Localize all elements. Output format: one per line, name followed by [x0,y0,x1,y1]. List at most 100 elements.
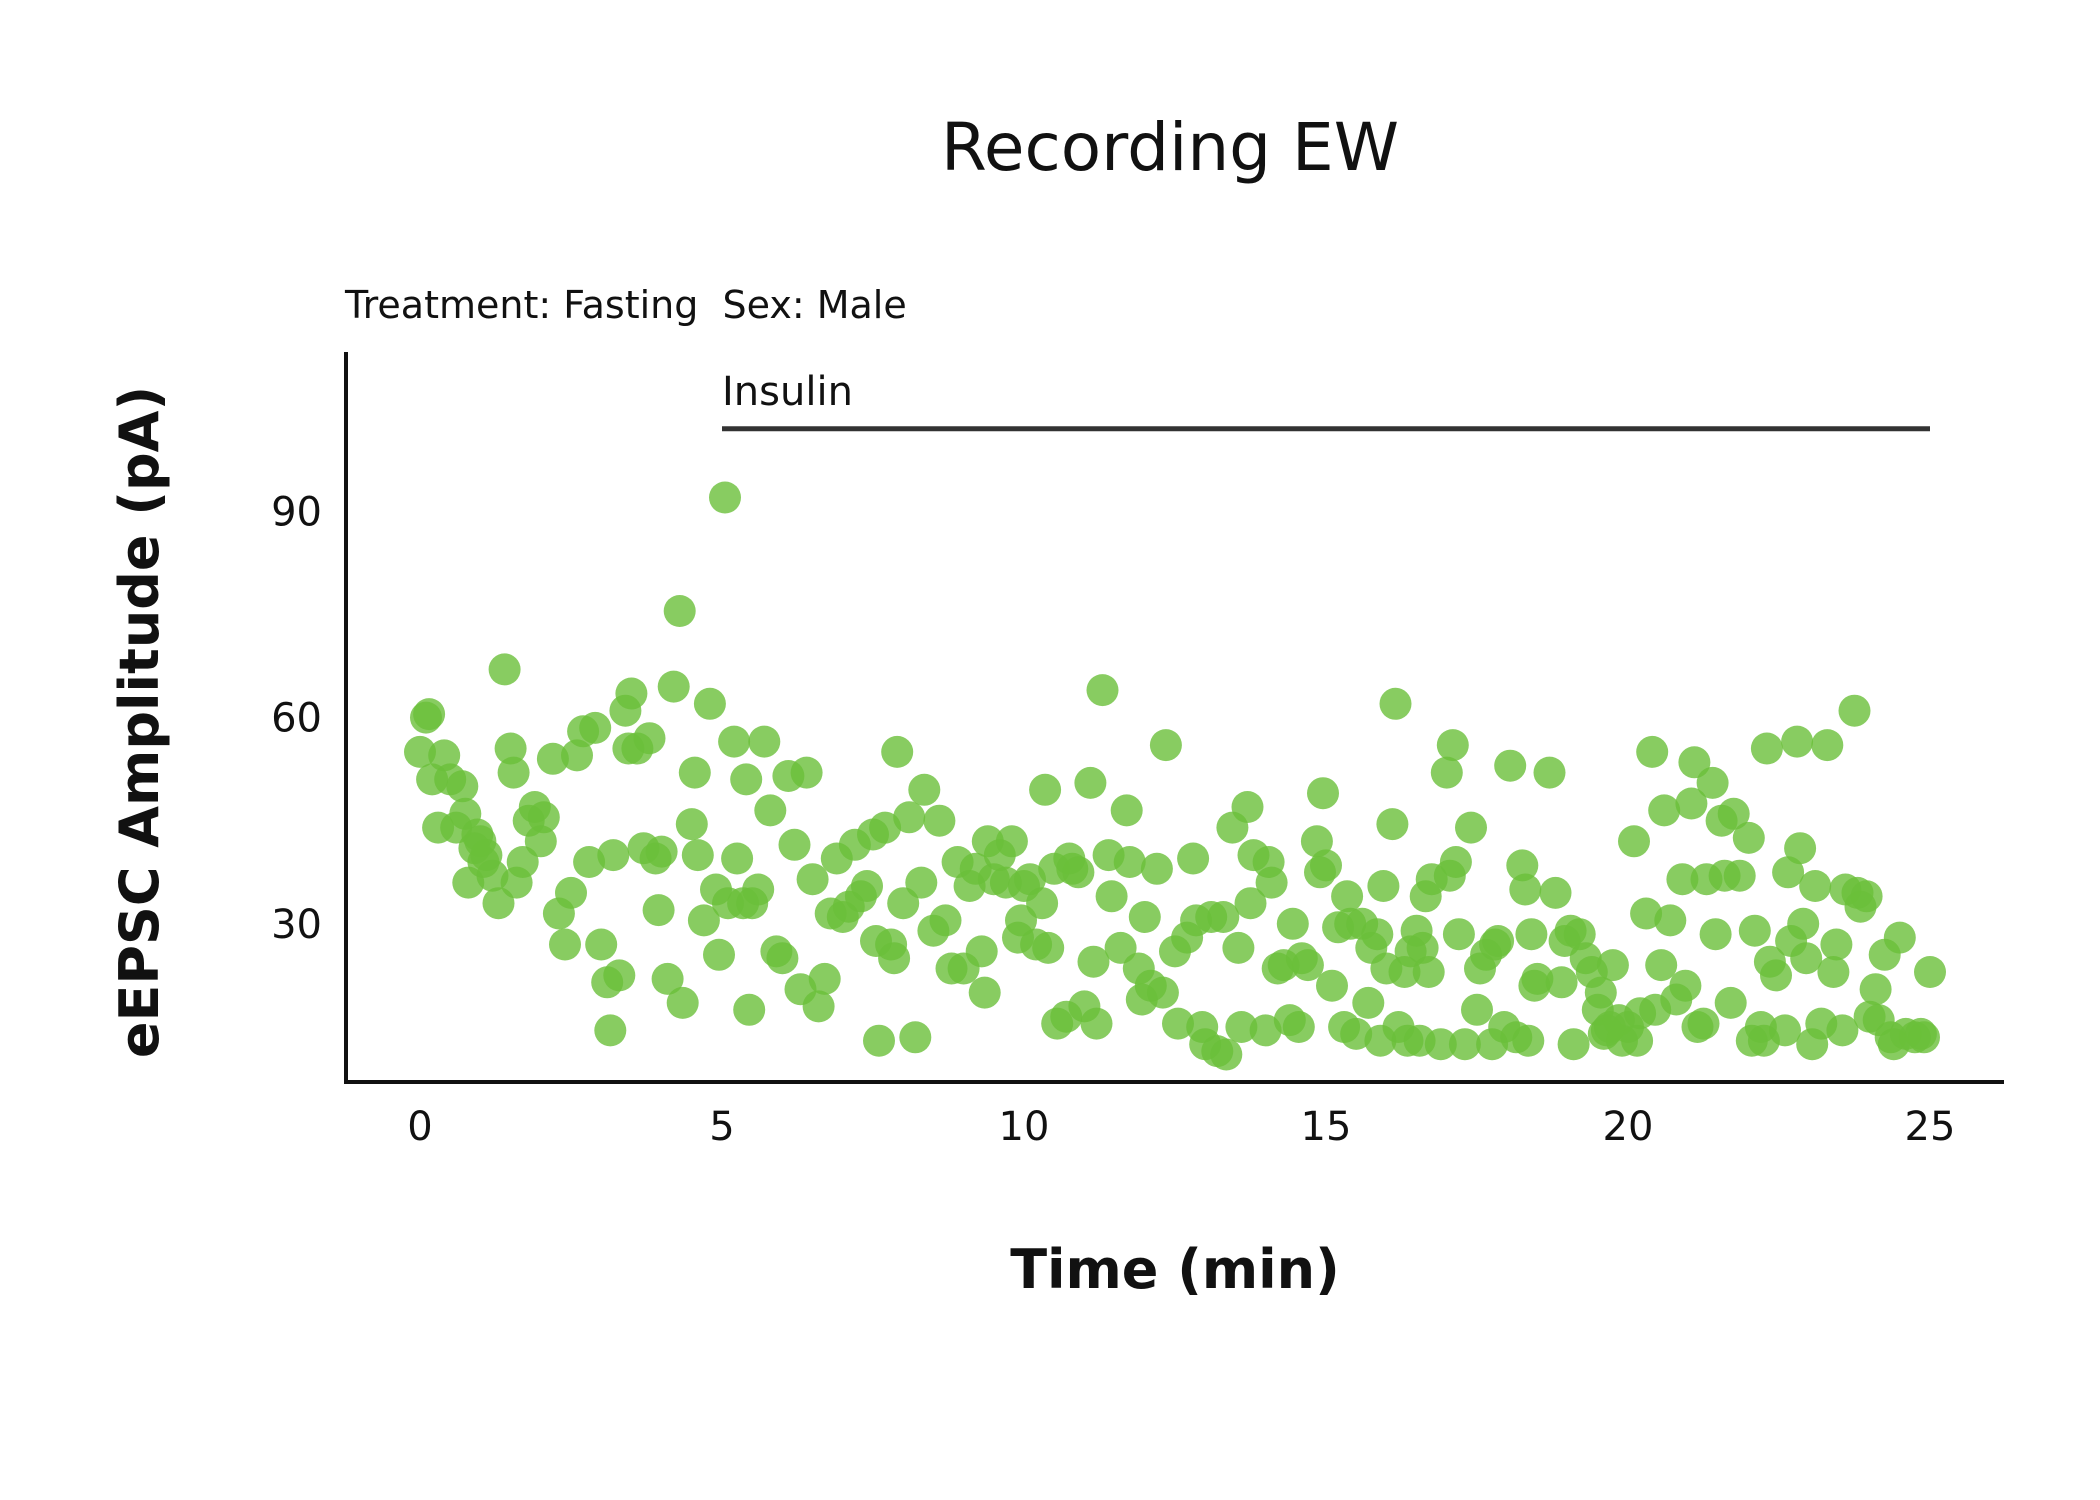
data-point-253 [1669,969,1702,1002]
data-point-25 [524,825,557,858]
data-point-8 [446,770,479,803]
data-point-76 [790,756,823,789]
data-point-157 [1222,931,1255,964]
data-point-248 [1645,949,1678,982]
data-point-275 [1772,856,1805,889]
data-point-246 [1636,735,1669,768]
data-point-101 [929,904,962,937]
data-point-129 [1074,766,1107,799]
data-point-181 [1340,1017,1373,1050]
data-point-48 [645,835,678,868]
data-point-89 [863,1024,895,1057]
data-point-223 [1521,962,1554,995]
data-point-19 [494,732,527,765]
data-point-96 [899,1021,932,1054]
data-point-155 [1210,1038,1243,1071]
data-point-52 [666,986,699,1019]
data-point-169 [1282,1011,1315,1043]
data-point-140 [1128,901,1161,933]
data-point-137 [1113,846,1146,878]
data-point-271 [1750,732,1783,765]
data-point-220 [1512,1024,1545,1057]
data-point-27 [536,742,569,775]
y-axis-label: eEPSC Amplitude (pA) [108,386,171,1058]
data-point-63 [721,842,754,875]
x-tick-label: 5 [709,1104,734,1150]
data-point-121 [1032,931,1065,964]
data-point-16 [476,859,509,892]
data-point-117 [1014,863,1046,896]
data-point-33 [573,846,606,878]
y-tick-labels: 30 60 90 [271,489,322,948]
x-tick-labels: 0 5 10 15 20 25 [407,1104,1955,1150]
data-point-172 [1300,825,1333,858]
x-tick-label: 10 [999,1104,1050,1150]
data-point-92 [878,942,911,975]
y-tick-label: 30 [271,902,322,948]
data-point-187 [1367,870,1400,902]
data-point-158 [1225,1011,1258,1043]
data-point-29 [549,928,581,961]
data-point-119 [1026,887,1059,920]
data-point-66 [733,993,766,1026]
x-tick-label: 25 [1905,1104,1956,1150]
data-point-108 [968,976,1001,1009]
data-point-218 [1506,849,1539,882]
data-point-135 [1104,931,1137,964]
data-point-68 [742,873,775,906]
data-point-18 [488,653,521,686]
data-point-39 [603,959,636,992]
data-point-204 [1436,729,1469,762]
data-point-189 [1376,808,1409,841]
data-point-266 [1732,821,1765,854]
data-point-69 [748,725,781,758]
data-point-131 [1080,1007,1113,1040]
data-point-49 [651,962,684,995]
data-point-234 [1584,976,1617,1009]
data-point-55 [681,839,714,872]
data-point-54 [678,756,711,789]
data-point-190 [1379,687,1412,720]
data-point-22 [506,846,539,878]
data-point-30 [555,876,587,909]
data-point-79 [808,962,841,995]
data-point-268 [1738,914,1771,947]
data-point-2 [413,698,446,731]
data-point-0 [404,735,436,768]
data-point-303 [1908,1021,1940,1054]
data-point-226 [1545,966,1578,999]
data-point-264 [1717,797,1750,830]
data-point-35 [585,928,618,961]
data-point-20 [497,756,530,789]
data-point-93 [881,735,914,768]
data-point-136 [1110,794,1143,827]
insulin-label: Insulin [722,369,853,415]
y-tick-label: 60 [271,696,322,742]
data-point-113 [995,825,1028,858]
data-point-127 [1062,856,1095,889]
data-point-245 [1630,897,1663,930]
data-point-242 [1618,825,1650,858]
data-point-214 [1482,925,1515,957]
x-tick-label: 15 [1301,1104,1352,1150]
data-point-206 [1442,918,1475,951]
data-point-142 [1140,852,1173,885]
data-point-159 [1231,791,1264,823]
data-point-278 [1784,832,1817,865]
data-point-282 [1799,870,1832,902]
data-point-255 [1678,746,1711,779]
data-point-304 [1914,956,1946,988]
data-point-260 [1699,918,1732,951]
data-point-257 [1687,1007,1720,1040]
data-point-224 [1533,756,1566,789]
data-point-45 [633,722,666,755]
data-point-168 [1276,907,1309,940]
data-point-47 [642,894,675,927]
data-point-97 [905,866,938,899]
data-point-285 [1817,956,1850,988]
data-point-249 [1648,794,1681,827]
data-point-74 [778,828,811,861]
data-point-209 [1461,993,1493,1026]
data-point-57 [693,687,726,720]
data-point-229 [1557,1028,1590,1061]
